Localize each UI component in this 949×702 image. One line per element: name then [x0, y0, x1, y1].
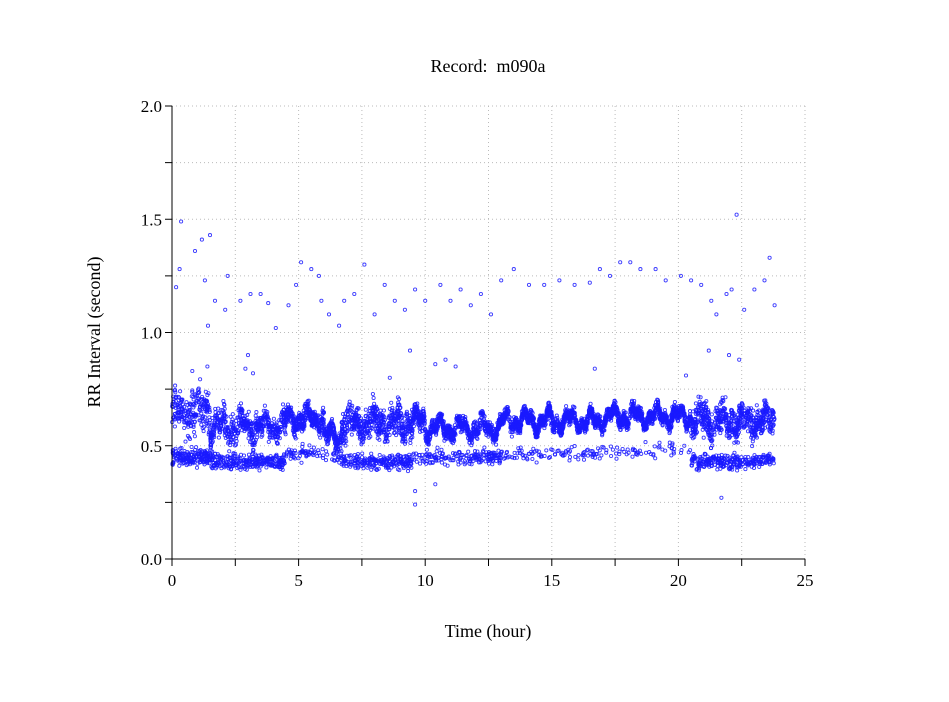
data-point [372, 396, 375, 399]
data-points [171, 213, 777, 506]
data-point [193, 431, 196, 434]
grid [172, 106, 805, 559]
data-point [600, 454, 603, 457]
data-point [267, 440, 270, 443]
data-point [406, 470, 409, 473]
data-point [325, 450, 328, 453]
data-point [610, 454, 613, 457]
data-point [382, 409, 385, 412]
data-point [247, 410, 250, 413]
data-point [231, 413, 234, 416]
data-point [440, 448, 443, 451]
data-point [300, 461, 303, 464]
data-point [255, 411, 258, 414]
data-point [326, 453, 329, 456]
data-point [545, 449, 548, 452]
data-point [379, 409, 382, 412]
data-point [263, 404, 266, 407]
data-point [435, 450, 438, 453]
data-point [370, 452, 373, 455]
data-point [616, 446, 619, 449]
data-point [202, 430, 205, 433]
data-point [582, 458, 585, 461]
data-point [586, 454, 589, 457]
data-point [609, 445, 612, 448]
data-point [199, 378, 202, 381]
data-point [440, 461, 443, 464]
data-point [193, 435, 196, 438]
data-point [577, 458, 580, 461]
data-point [321, 448, 324, 451]
data-point [350, 433, 353, 436]
data-point [568, 456, 571, 459]
data-point [573, 445, 576, 448]
data-point [272, 417, 275, 420]
data-point [173, 425, 176, 428]
data-point [195, 466, 198, 469]
data-point [658, 441, 661, 444]
data-point [467, 450, 470, 453]
data-point [568, 459, 571, 462]
data-point [589, 402, 592, 405]
data-point [190, 445, 193, 448]
data-point [258, 469, 261, 472]
data-point [184, 440, 187, 443]
data-point [247, 437, 250, 440]
data-point [178, 464, 181, 467]
data-point [574, 455, 577, 458]
data-point [483, 446, 486, 449]
data-point [673, 400, 676, 403]
data-point [436, 446, 439, 449]
data-point [640, 452, 643, 455]
data-point [310, 448, 313, 451]
data-point [409, 441, 412, 444]
data-point [615, 452, 618, 455]
data-point [510, 435, 513, 438]
data-point [598, 457, 601, 460]
data-point [200, 423, 203, 426]
data-point [324, 459, 327, 462]
data-point [370, 468, 373, 471]
data-point [235, 419, 238, 422]
data-point [364, 408, 367, 411]
data-point [535, 461, 538, 464]
data-point [378, 453, 381, 456]
data-point [419, 462, 422, 465]
data-point [265, 466, 268, 469]
data-point [371, 392, 374, 395]
data-point [577, 454, 580, 457]
data-point [217, 436, 220, 439]
data-point [228, 450, 231, 453]
data-point [281, 403, 284, 406]
data-point [565, 405, 568, 408]
data-point [179, 390, 182, 393]
data-point [425, 448, 428, 451]
data-point [174, 384, 177, 387]
data-point [183, 426, 186, 429]
data-point [390, 401, 393, 404]
data-point [531, 457, 534, 460]
